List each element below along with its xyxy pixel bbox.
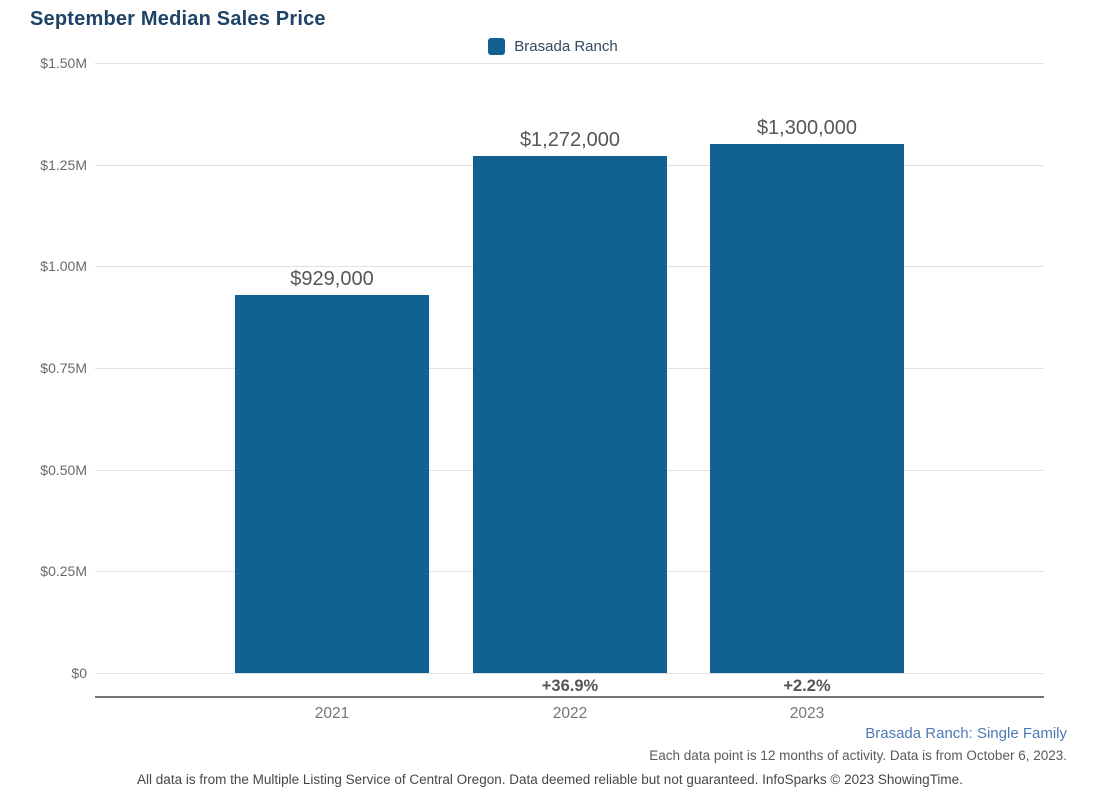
- chart-title: September Median Sales Price: [30, 8, 326, 30]
- x-axis-line: [95, 696, 1044, 698]
- legend-swatch-icon: [488, 37, 506, 55]
- y-tick-label: $0: [71, 665, 87, 681]
- bar-value-label: $1,300,000: [756, 117, 858, 139]
- y-tick-label: $1.00M: [40, 258, 87, 274]
- pct-change-label: +36.9%: [541, 677, 599, 695]
- legend-label: Brasada Ranch: [514, 37, 618, 55]
- plot-area: [95, 63, 1044, 674]
- gridline: [95, 63, 1044, 64]
- y-tick-label: $1.25M: [40, 157, 87, 173]
- chart-bar-2021[interactable]: [235, 295, 429, 673]
- footer-data-note: Each data point is 12 months of activity…: [649, 748, 1067, 763]
- chart-bar-2023[interactable]: [710, 144, 904, 673]
- y-tick-label: $0.50M: [40, 462, 87, 478]
- x-tick-label: 2021: [314, 705, 350, 722]
- bar-value-label: $1,272,000: [519, 129, 621, 151]
- pct-change-label: +2.2%: [783, 677, 831, 695]
- y-tick-label: $0.75M: [40, 360, 87, 376]
- legend[interactable]: Brasada Ranch: [0, 37, 1106, 55]
- y-tick-label: $1.50M: [40, 55, 87, 71]
- x-tick-label: 2023: [789, 705, 825, 722]
- footer-series-note: Brasada Ranch: Single Family: [865, 725, 1067, 742]
- y-tick-label: $0.25M: [40, 563, 87, 579]
- gridline: [95, 673, 1044, 674]
- bar-value-label: $929,000: [290, 268, 374, 290]
- x-tick-label: 2022: [552, 705, 588, 722]
- chart-bar-2022[interactable]: [473, 156, 667, 673]
- footer-disclaimer: All data is from the Multiple Listing Se…: [137, 772, 963, 787]
